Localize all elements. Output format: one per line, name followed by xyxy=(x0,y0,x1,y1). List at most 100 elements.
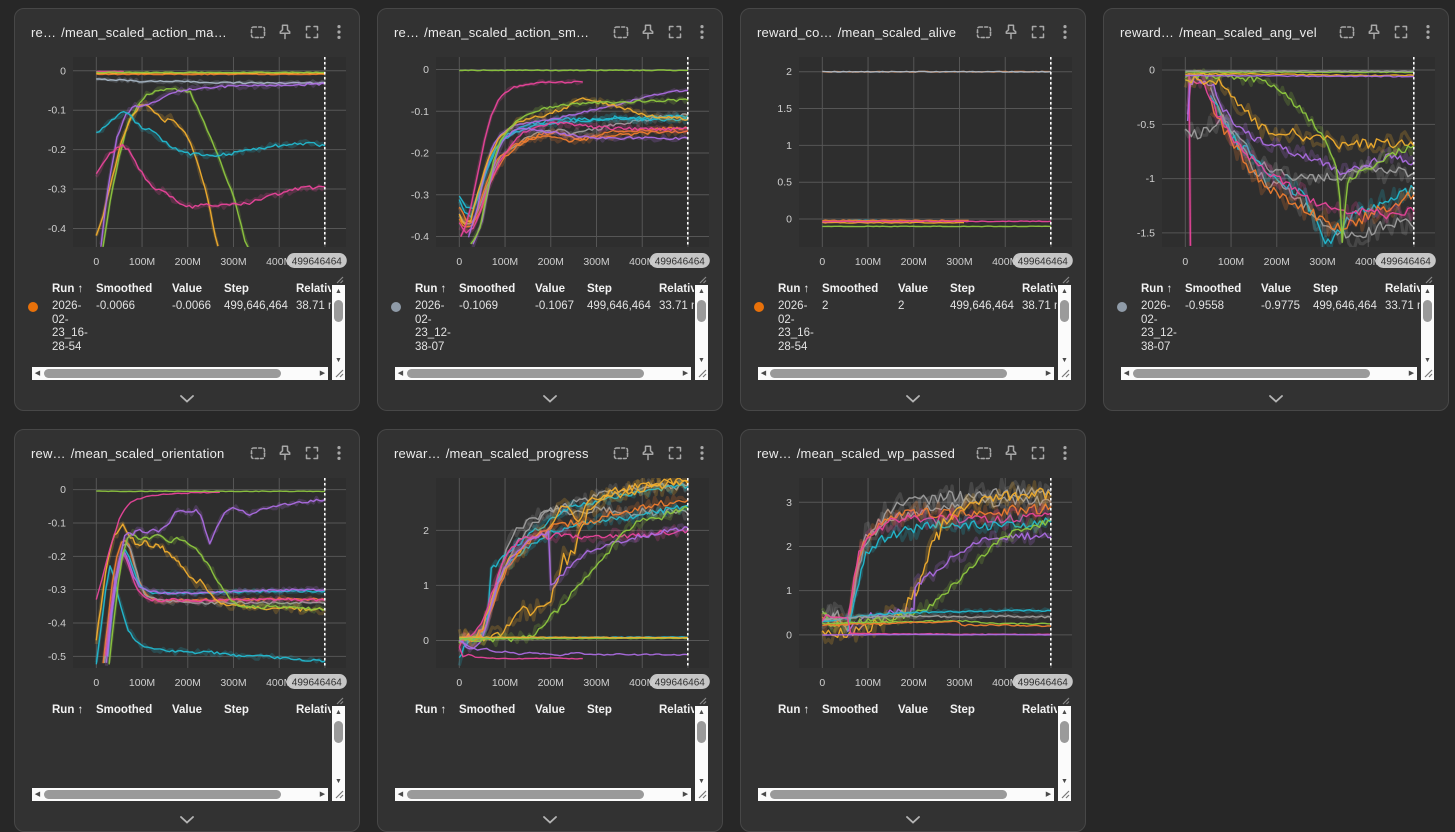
scroll-up-icon[interactable]: ▲ xyxy=(1061,288,1068,295)
expand-card-button[interactable] xyxy=(15,808,359,830)
line-chart[interactable]: 0 100M 200M 300M 400M 0 -0.5 -1 -1.5 499646464 xyxy=(1104,47,1449,273)
expand-card-button[interactable] xyxy=(741,808,1085,830)
column-header[interactable]: Run ↑ xyxy=(52,283,84,295)
expand-card-button[interactable] xyxy=(378,808,722,830)
resize-handle-icon[interactable] xyxy=(1058,273,1071,284)
column-header[interactable]: Smoothed xyxy=(459,283,516,295)
scroll-up-icon[interactable]: ▲ xyxy=(698,709,705,716)
horizontal-scrollbar[interactable]: ◀ ▶ xyxy=(32,788,328,801)
horizontal-scroll-thumb[interactable] xyxy=(1133,369,1370,378)
column-header[interactable]: Run ↑ xyxy=(1141,283,1173,295)
line-chart[interactable]: 0 100M 200M 300M 400M 0 0.5 1 1.5 2 499646464 xyxy=(741,47,1086,273)
fit-to-domain-icon[interactable] xyxy=(609,20,633,44)
pin-icon[interactable] xyxy=(999,20,1023,44)
more-options-icon[interactable] xyxy=(327,441,351,465)
scroll-up-icon[interactable]: ▲ xyxy=(1424,288,1431,295)
resize-handle-icon[interactable] xyxy=(332,788,345,801)
line-chart[interactable]: 0 100M 200M 300M 400M 0 1 2 3 499646464 xyxy=(741,468,1086,694)
pin-icon[interactable] xyxy=(999,441,1023,465)
resize-handle-icon[interactable] xyxy=(1421,273,1434,284)
scroll-right-icon[interactable]: ▶ xyxy=(682,791,689,798)
scroll-left-icon[interactable]: ◀ xyxy=(397,370,404,377)
scroll-left-icon[interactable]: ◀ xyxy=(760,791,767,798)
vertical-scroll-thumb[interactable] xyxy=(697,721,706,743)
fit-to-domain-icon[interactable] xyxy=(972,20,996,44)
column-header[interactable]: Value xyxy=(172,704,203,716)
resize-handle-icon[interactable] xyxy=(695,367,708,380)
scroll-down-icon[interactable]: ▼ xyxy=(1061,357,1068,364)
column-header[interactable]: Relative xyxy=(659,704,694,716)
expand-card-button[interactable] xyxy=(378,387,722,409)
run-name[interactable]: 2026- 02- 23_12- 38-07 xyxy=(415,300,451,353)
column-header[interactable]: Step xyxy=(224,704,249,716)
line-chart[interactable]: 0 100M 200M 300M 400M 0 -0.1 -0.2 -0.3 -0.4 -0.5 49… xyxy=(15,468,360,694)
more-options-icon[interactable] xyxy=(690,20,714,44)
column-header[interactable]: Value xyxy=(535,283,566,295)
column-header[interactable]: Run ↑ xyxy=(778,704,810,716)
horizontal-scrollbar[interactable]: ◀ ▶ xyxy=(395,367,691,380)
column-header[interactable]: Smoothed xyxy=(459,704,516,716)
column-header[interactable]: Step xyxy=(587,283,612,295)
vertical-scrollbar[interactable]: ▲ ▼ xyxy=(1058,285,1071,367)
vertical-scrollbar[interactable]: ▲ ▼ xyxy=(1058,706,1071,788)
horizontal-scrollbar[interactable]: ◀ ▶ xyxy=(395,788,691,801)
vertical-scroll-thumb[interactable] xyxy=(334,300,343,322)
horizontal-scroll-thumb[interactable] xyxy=(44,369,281,378)
scroll-up-icon[interactable]: ▲ xyxy=(698,288,705,295)
scroll-up-icon[interactable]: ▲ xyxy=(335,709,342,716)
fit-to-domain-icon[interactable] xyxy=(1335,20,1359,44)
more-options-icon[interactable] xyxy=(1416,20,1440,44)
scroll-left-icon[interactable]: ◀ xyxy=(760,370,767,377)
scroll-right-icon[interactable]: ▶ xyxy=(319,791,326,798)
column-header[interactable]: Step xyxy=(1313,283,1338,295)
scroll-down-icon[interactable]: ▼ xyxy=(335,778,342,785)
horizontal-scroll-thumb[interactable] xyxy=(407,790,644,799)
column-header[interactable]: Relative xyxy=(1022,704,1057,716)
horizontal-scroll-thumb[interactable] xyxy=(770,369,1007,378)
fullscreen-icon[interactable] xyxy=(663,20,687,44)
resize-handle-icon[interactable] xyxy=(1058,367,1071,380)
scroll-left-icon[interactable]: ◀ xyxy=(1123,370,1130,377)
fullscreen-icon[interactable] xyxy=(663,441,687,465)
scroll-right-icon[interactable]: ▶ xyxy=(1045,791,1052,798)
column-header[interactable]: Smoothed xyxy=(96,704,153,716)
column-header[interactable]: Relative xyxy=(296,704,331,716)
vertical-scrollbar[interactable]: ▲ ▼ xyxy=(695,285,708,367)
scroll-down-icon[interactable]: ▼ xyxy=(335,357,342,364)
column-header[interactable]: Run ↑ xyxy=(415,283,447,295)
column-header[interactable]: Value xyxy=(898,283,929,295)
pin-icon[interactable] xyxy=(636,20,660,44)
column-header[interactable]: Relative xyxy=(1385,283,1420,295)
resize-handle-icon[interactable] xyxy=(332,367,345,380)
pin-icon[interactable] xyxy=(273,441,297,465)
column-header[interactable]: Value xyxy=(172,283,203,295)
more-options-icon[interactable] xyxy=(690,441,714,465)
scroll-right-icon[interactable]: ▶ xyxy=(1408,370,1415,377)
resize-handle-icon[interactable] xyxy=(332,273,345,284)
pin-icon[interactable] xyxy=(273,20,297,44)
run-table-row[interactable]: 2026- 02- 23_16- 28-54 -0.0066 -0.0066 499,646… xyxy=(23,300,331,371)
vertical-scroll-thumb[interactable] xyxy=(1060,721,1069,743)
pin-icon[interactable] xyxy=(1362,20,1386,44)
column-header[interactable]: Run ↑ xyxy=(415,704,447,716)
fullscreen-icon[interactable] xyxy=(300,20,324,44)
vertical-scrollbar[interactable]: ▲ ▼ xyxy=(1421,285,1434,367)
scroll-up-icon[interactable]: ▲ xyxy=(1061,709,1068,716)
resize-handle-icon[interactable] xyxy=(1421,367,1434,380)
fullscreen-icon[interactable] xyxy=(1026,20,1050,44)
horizontal-scrollbar[interactable]: ◀ ▶ xyxy=(32,367,328,380)
run-table-row[interactable]: 2026-02-23_16-28-54 2 2 499,646,464 38.71 m xyxy=(749,300,1057,371)
line-chart[interactable]: 0 100M 200M 300M 400M 0 -0.1 -0.2 -0.3 -0.4 499646… xyxy=(378,47,723,273)
column-header[interactable]: Step xyxy=(950,704,975,716)
column-header[interactable]: Smoothed xyxy=(822,704,879,716)
column-header[interactable]: Relative xyxy=(1022,283,1057,295)
run-table-row[interactable]: 2026- 02- 23_12- 38-07 -0.1069 -0.1067 499,646… xyxy=(386,300,694,371)
scroll-right-icon[interactable]: ▶ xyxy=(682,370,689,377)
column-header[interactable]: Smoothed xyxy=(822,283,879,295)
resize-handle-icon[interactable] xyxy=(1058,788,1071,801)
vertical-scroll-thumb[interactable] xyxy=(1060,300,1069,322)
column-header[interactable]: Relative xyxy=(659,283,694,295)
fullscreen-icon[interactable] xyxy=(1389,20,1413,44)
resize-handle-icon[interactable] xyxy=(695,788,708,801)
vertical-scroll-thumb[interactable] xyxy=(697,300,706,322)
